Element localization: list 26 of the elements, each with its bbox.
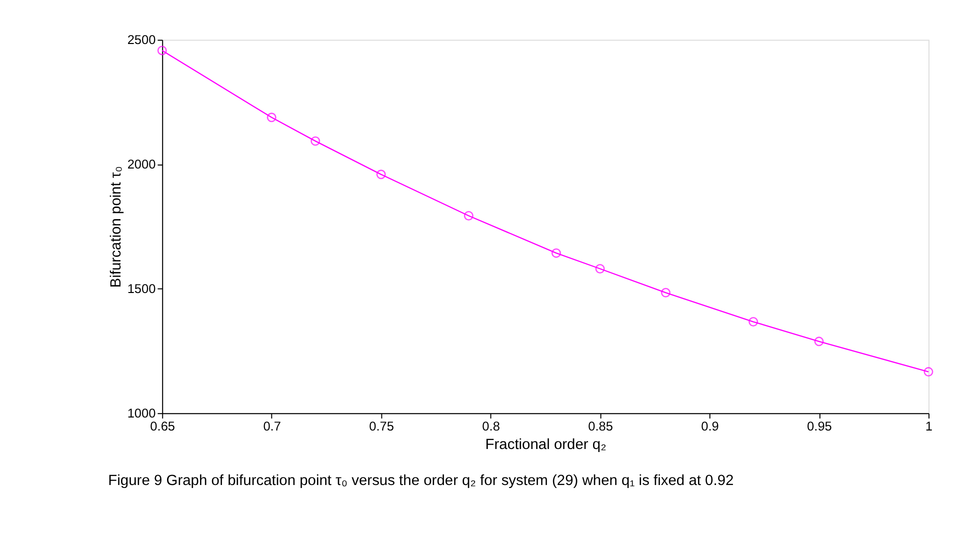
x-axis-title: Fractional order q₂ <box>485 436 606 453</box>
point <box>464 210 474 220</box>
x-tick-label: 0.9 <box>701 418 719 434</box>
caption: Figure 9 Graph of bifurcation point τ₀ versus the order q₂ for system (29) when q₁ is fixed at 0.92 <box>108 472 734 489</box>
x-tick-label: 0.75 <box>369 418 394 434</box>
y-tick-label: 2000 <box>127 156 156 172</box>
point <box>924 367 934 377</box>
point <box>310 136 320 146</box>
point <box>814 336 824 346</box>
point <box>748 317 758 327</box>
y-tick-label: 1000 <box>127 406 156 421</box>
y-tick-label: 1500 <box>127 281 156 296</box>
x-tick-label: 0.8 <box>482 418 500 434</box>
x-tick-label: 0.85 <box>588 418 613 434</box>
point <box>376 170 386 180</box>
point <box>551 248 561 258</box>
x-tick-label: 0.65 <box>150 418 176 434</box>
y-axis-title: Bifurcation point τ₀ <box>108 166 124 288</box>
point <box>157 46 167 56</box>
x-tick-label: 0.95 <box>807 418 832 434</box>
x-tick-label: 0.7 <box>263 418 281 434</box>
point <box>595 264 605 274</box>
y-tick-label: 2500 <box>127 32 156 48</box>
point <box>660 288 670 298</box>
x-tick-label: 1 <box>925 418 933 434</box>
point <box>266 112 276 122</box>
